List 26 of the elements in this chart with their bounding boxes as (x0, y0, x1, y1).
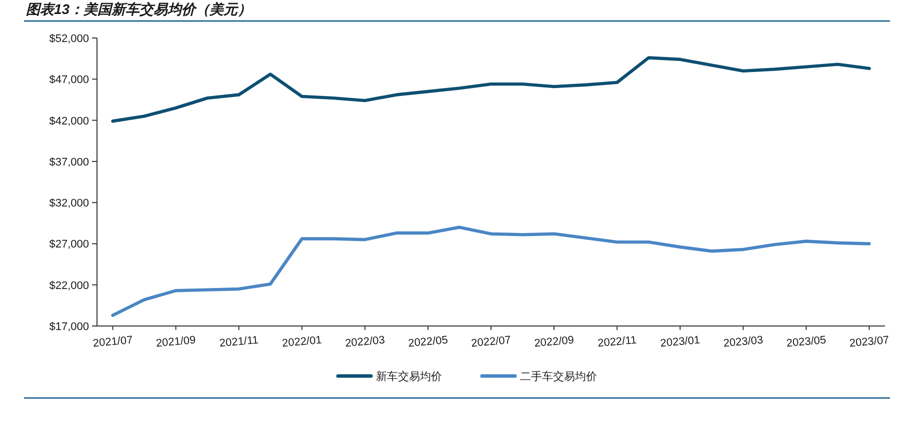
x-tick-label: 2021/09 (156, 334, 196, 350)
x-tick-label: 2022/11 (597, 334, 638, 350)
x-tick-label: 2023/07 (848, 334, 890, 350)
x-tick-label: 2021/07 (92, 334, 134, 350)
chart-title: 图表13：美国新车交易均价（美元） (26, 1, 252, 17)
line-series (111, 56, 871, 123)
x-tick-label: 2021/11 (219, 334, 259, 350)
legend-label: 二手车交易均价 (520, 370, 597, 383)
x-tick-label: 2022/05 (408, 334, 448, 350)
x-tick-label: 2022/03 (344, 334, 386, 350)
y-tick-label: $27,000 (49, 238, 89, 251)
x-tick-label: 2022/01 (282, 334, 322, 350)
y-tick-label: $32,000 (49, 198, 89, 210)
y-tick-label: $52,000 (49, 33, 89, 45)
x-tick-label: 2023/03 (722, 334, 764, 350)
x-tick-label: 2023/05 (786, 334, 827, 350)
x-tick-label: 2022/07 (470, 334, 512, 350)
legend-label: 新车交易均价 (376, 370, 442, 383)
x-tick-label: 2023/01 (660, 334, 701, 350)
y-tick-label: $42,000 (49, 115, 89, 128)
y-tick-label: $22,000 (49, 280, 89, 292)
x-tick-label: 2022/09 (534, 334, 574, 350)
y-tick-label: $17,000 (49, 321, 89, 333)
line-series (111, 226, 871, 317)
y-tick-label: $37,000 (49, 156, 89, 168)
y-tick-label: $47,000 (49, 74, 89, 86)
